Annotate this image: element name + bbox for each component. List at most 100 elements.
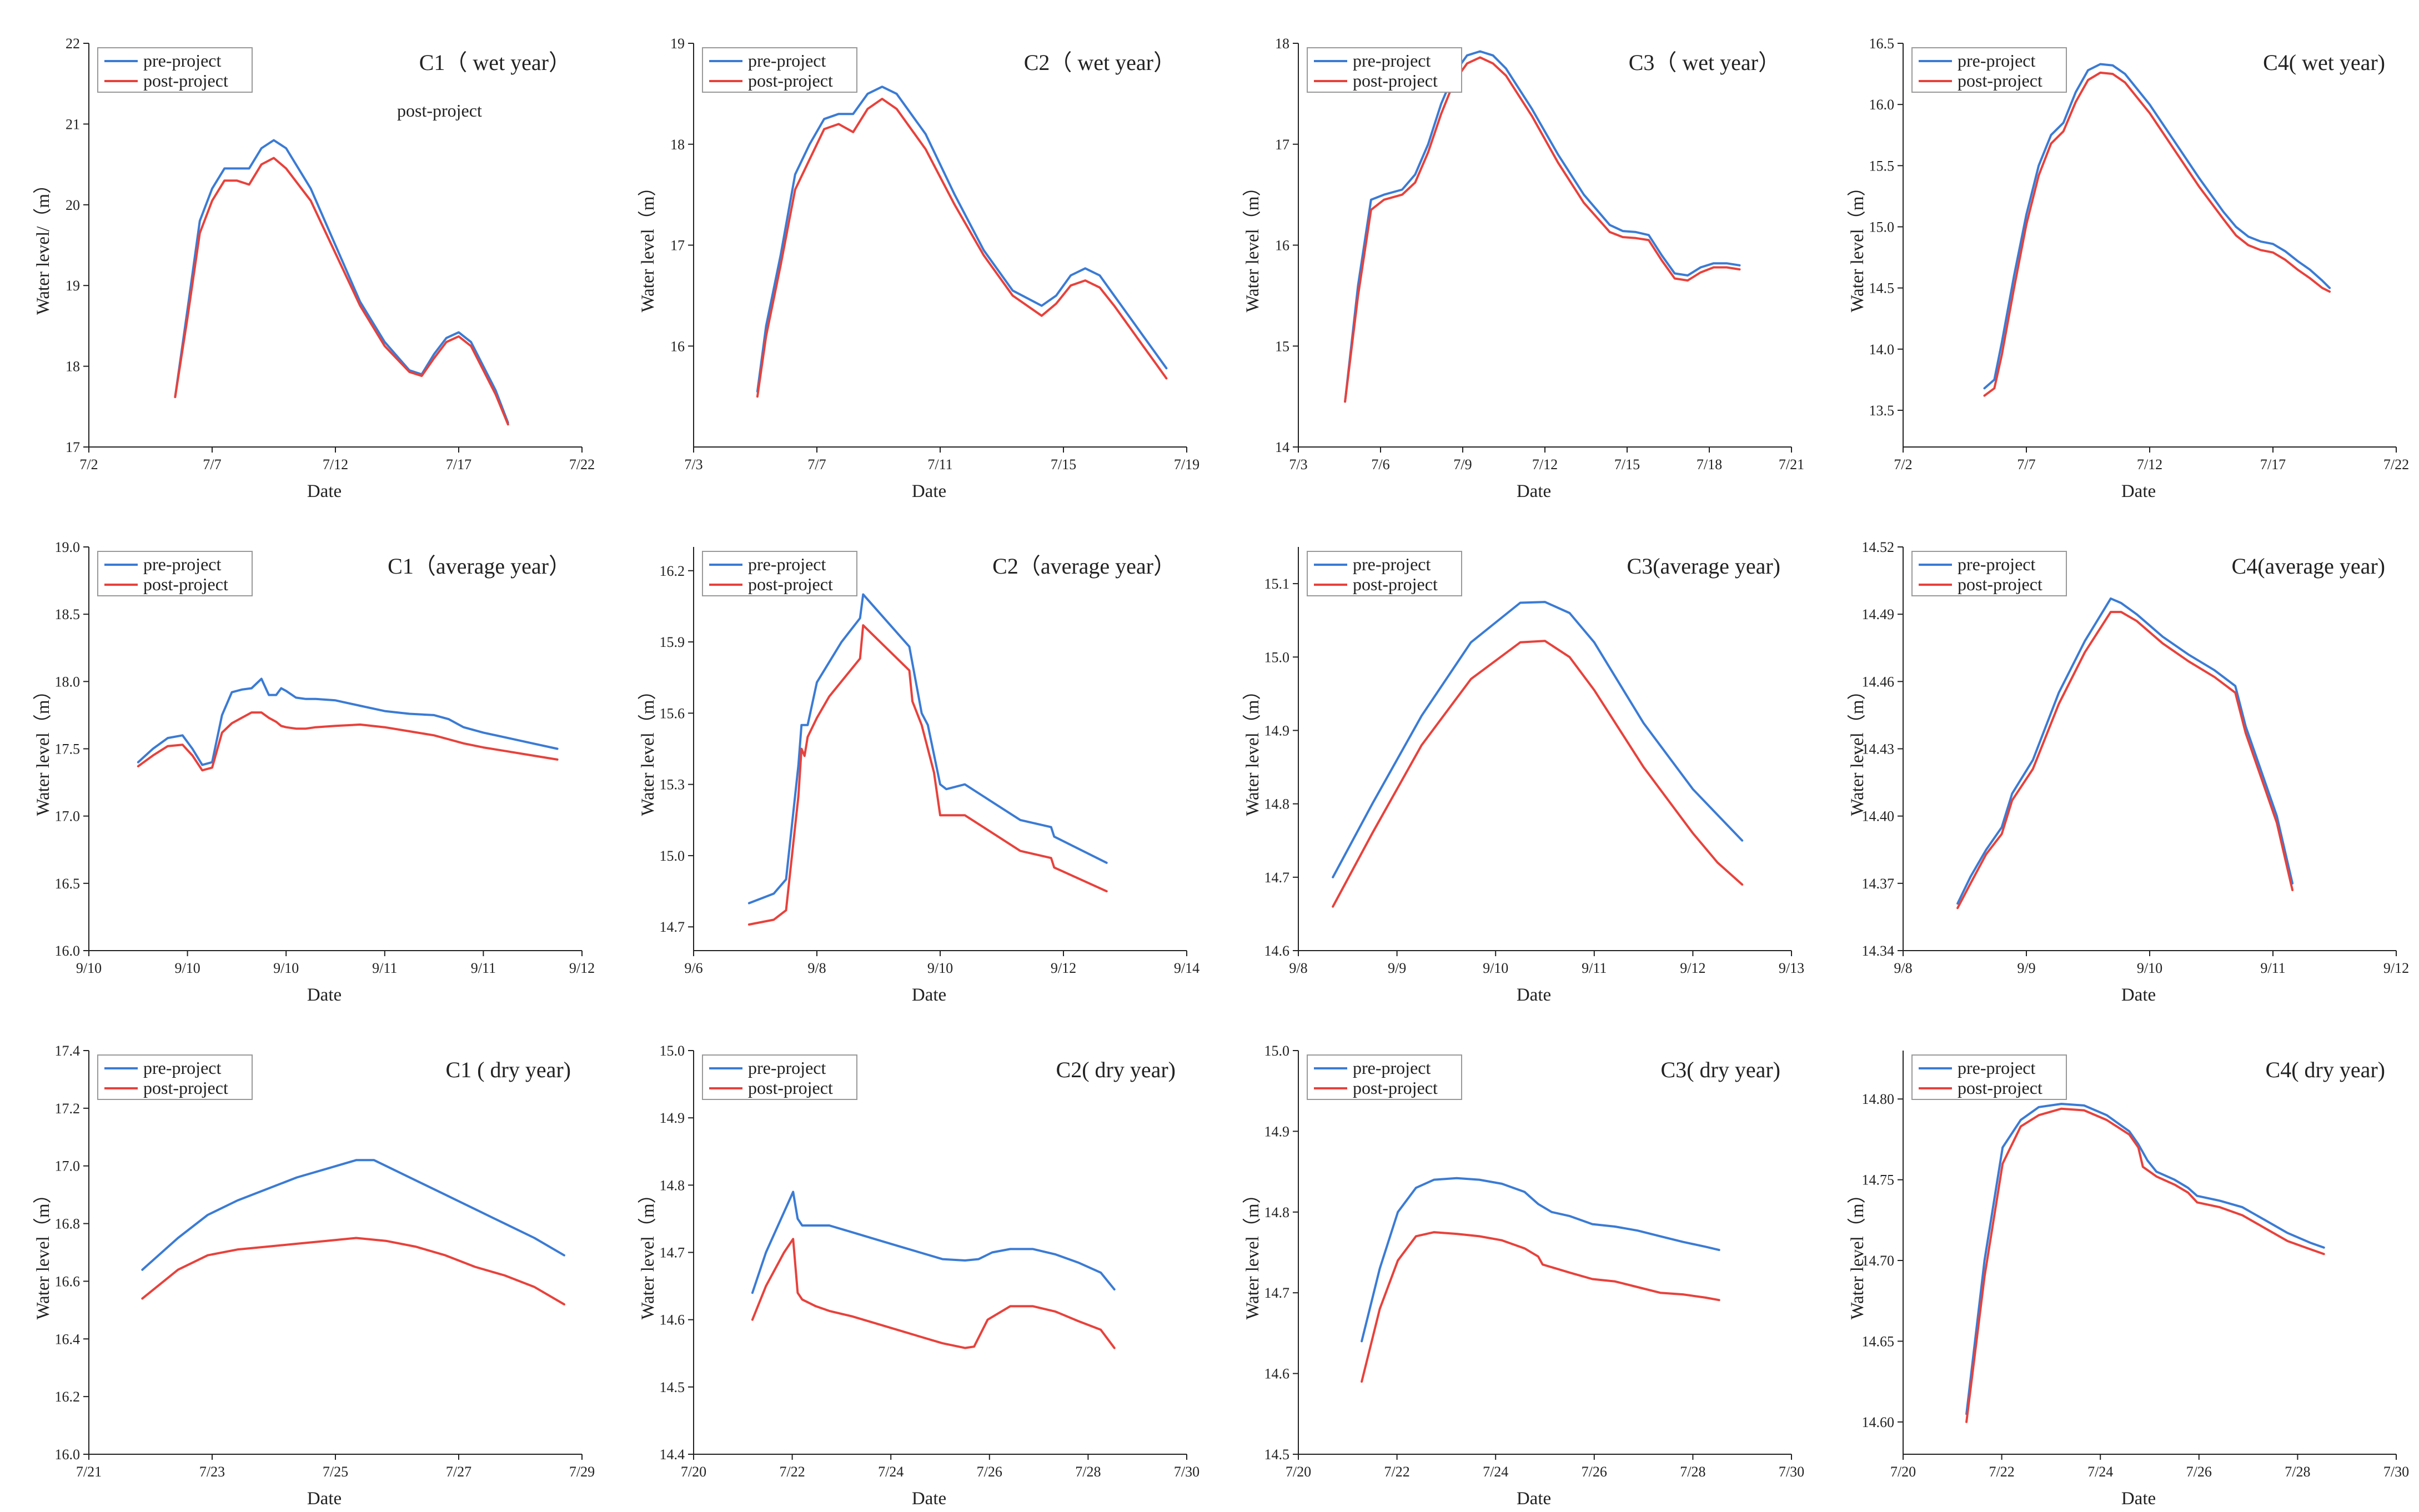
chart-svg: 14 15 16 17 18 7/3 7/6 7/9 7/12 7/15 7/18 7/21 Date W… (1243, 36, 1804, 501)
x-tick-label: 7/2 (1894, 456, 1912, 473)
y-tick-label: 15.0 (660, 1043, 685, 1059)
legend-label: post-project (1958, 1078, 2042, 1098)
series-line-post-project (141, 1237, 565, 1305)
chart-svg: 17 18 19 20 21 22 7/2 7/7 7/12 7/17 7/22 Date Water … (33, 36, 595, 501)
legend-label: post-project (748, 1078, 833, 1098)
chart-title: C3(average year) (1627, 554, 1780, 579)
y-tick-label: 19.0 (55, 539, 81, 555)
y-tick-label: 15.0 (1264, 1043, 1290, 1059)
y-tick-label: 14.52 (1862, 539, 1895, 555)
y-tick-label: 17 (1275, 137, 1289, 153)
y-tick-label: 14.8 (1264, 796, 1290, 812)
series-line-post-project (1983, 71, 2331, 397)
chart-svg: 14.7 15.0 15.3 15.6 15.9 16.2 9/6 9/8 9/10 9/12 9/… (638, 547, 1200, 1005)
y-axis-label: Water level（m） (1243, 681, 1263, 816)
series-line-pre-project (1344, 50, 1741, 403)
x-tick-label: 7/19 (1174, 456, 1200, 473)
chart-svg: 14.4 14.5 14.6 14.7 14.8 14.9 15.0 7/20 7/22 7/24… (638, 1043, 1200, 1509)
y-tick-label: 15.3 (660, 777, 685, 793)
y-axis-label: Water level（m） (33, 681, 53, 816)
y-axis-label: Water level（m） (1848, 1185, 1868, 1319)
series-line-post-project (1332, 640, 1744, 908)
x-tick-label: 9/12 (1051, 960, 1076, 976)
y-tick-label: 15 (1275, 338, 1289, 354)
y-tick-label: 14.9 (1264, 1123, 1290, 1139)
y-tick-label: 14.75 (1862, 1172, 1895, 1188)
y-tick-label: 14.65 (1862, 1333, 1895, 1349)
chart-c3-dry: 14.5 14.6 14.7 14.8 14.9 15.0 7/20 7/22 7/24 7/26… (1210, 1007, 1814, 1511)
chart-c4-wet: 13.5 14.0 14.5 15.0 15.5 16.0 16.5 7/2 7/7 7/12 7/… (1814, 0, 2419, 504)
y-tick-label: 21 (66, 116, 80, 132)
series-line-pre-project (751, 1190, 1116, 1294)
x-tick-label: 9/10 (1483, 960, 1508, 976)
y-tick-label: 17.5 (55, 741, 81, 757)
legend-label: pre-project (1958, 51, 2035, 71)
x-tick-label: 7/26 (1582, 1464, 1607, 1480)
x-tick-label: 7/22 (1989, 1464, 2014, 1480)
y-tick-label: 14.43 (1862, 741, 1895, 757)
x-tick-label: 9/8 (1894, 960, 1912, 976)
legend-box (1307, 1054, 1462, 1100)
y-tick-label: 14.0 (1869, 341, 1895, 358)
y-axis-label: Water level（m） (638, 681, 658, 816)
chart-svg: 14.60 14.65 14.70 14.75 14.80 7/20 7/22 7/24 7/2… (1848, 1051, 2409, 1509)
chart-svg: 16.0 16.5 17.0 17.5 18.0 18.5 19.0 9/10 9/10 9/10… (33, 539, 595, 1005)
x-axis-label: Date (307, 481, 342, 501)
x-tick-label: 9/10 (927, 960, 953, 976)
chart-c4-average: 14.34 14.37 14.40 14.43 14.46 14.49 14.52 9/8 9/… (1814, 504, 2419, 1007)
y-tick-label: 16 (670, 338, 685, 354)
chart-title: C2（ wet year） (1024, 50, 1176, 75)
legend-label: post-project (143, 71, 228, 91)
series-line-post-project (756, 98, 1168, 398)
legend-label: post-project (1958, 574, 2042, 594)
y-tick-label: 14.37 (1862, 876, 1895, 892)
x-axis-label: Date (2121, 481, 2156, 501)
y-axis-label: Water level/（m） (33, 175, 53, 315)
x-tick-label: 7/22 (569, 456, 595, 473)
legend-label: post-project (1958, 71, 2042, 91)
y-tick-label: 15.0 (660, 848, 685, 864)
y-tick-label: 16.5 (1869, 36, 1895, 52)
chart-title: C2（average year） (992, 554, 1176, 579)
chart-c2-average: 14.7 15.0 15.3 15.6 15.9 16.2 9/6 9/8 9/10 9/12 9/… (605, 504, 1210, 1007)
legend-box (702, 47, 857, 93)
series-line-pre-project (1361, 1177, 1720, 1343)
y-tick-label: 15.5 (1869, 158, 1895, 174)
x-tick-label: 9/14 (1174, 960, 1200, 976)
y-tick-label: 15.1 (1264, 576, 1290, 592)
x-tick-label: 9/11 (372, 960, 397, 976)
chart-svg: 14.5 14.6 14.7 14.8 14.9 15.0 7/20 7/22 7/24 7/26… (1243, 1043, 1804, 1509)
chart-c3-wet: 14 15 16 17 18 7/3 7/6 7/9 7/12 7/15 7/18 7/21 Date W… (1210, 0, 1814, 504)
x-tick-label: 7/27 (446, 1464, 471, 1480)
y-tick-label: 15.0 (1264, 649, 1290, 665)
x-tick-label: 7/12 (323, 456, 348, 473)
series-line-pre-project (174, 139, 509, 424)
x-tick-label: 7/20 (1890, 1464, 1916, 1480)
x-tick-label: 9/8 (1289, 960, 1307, 976)
x-tick-label: 7/22 (2383, 456, 2409, 473)
y-tick-label: 14.40 (1862, 808, 1895, 825)
series-line-post-project (1956, 611, 2294, 910)
x-tick-label: 9/10 (2137, 960, 2162, 976)
chart-c1-average: 16.0 16.5 17.0 17.5 18.0 18.5 19.0 9/10 9/10 9/10… (0, 504, 605, 1007)
x-tick-label: 7/23 (199, 1464, 225, 1480)
x-tick-label: 7/28 (1680, 1464, 1705, 1480)
x-tick-label: 7/21 (76, 1464, 102, 1480)
y-tick-label: 16.8 (55, 1216, 81, 1232)
y-tick-label: 17 (66, 439, 80, 455)
y-tick-label: 16 (1275, 238, 1289, 254)
chart-title: C4(average year) (2232, 554, 2385, 579)
chart-c1-wet: 17 18 19 20 21 22 7/2 7/7 7/12 7/17 7/22 Date Water … (0, 0, 605, 504)
x-axis-label: Date (2121, 985, 2156, 1005)
legend-label: post-project (143, 1078, 228, 1098)
x-tick-label: 9/11 (1582, 960, 1607, 976)
y-tick-label: 14 (1275, 439, 1289, 455)
chart-title: C1（ wet year） (419, 50, 571, 75)
series-line-pre-project (141, 1159, 565, 1271)
x-tick-label: 9/6 (684, 960, 702, 976)
x-tick-label: 9/9 (2017, 960, 2035, 976)
x-tick-label: 7/26 (977, 1464, 1002, 1480)
chart-title: C1（average year） (388, 554, 571, 579)
legend-label: pre-project (748, 554, 826, 574)
chart-svg: 16 17 18 19 7/3 7/7 7/11 7/15 7/19 Date Water leve… (638, 36, 1200, 501)
